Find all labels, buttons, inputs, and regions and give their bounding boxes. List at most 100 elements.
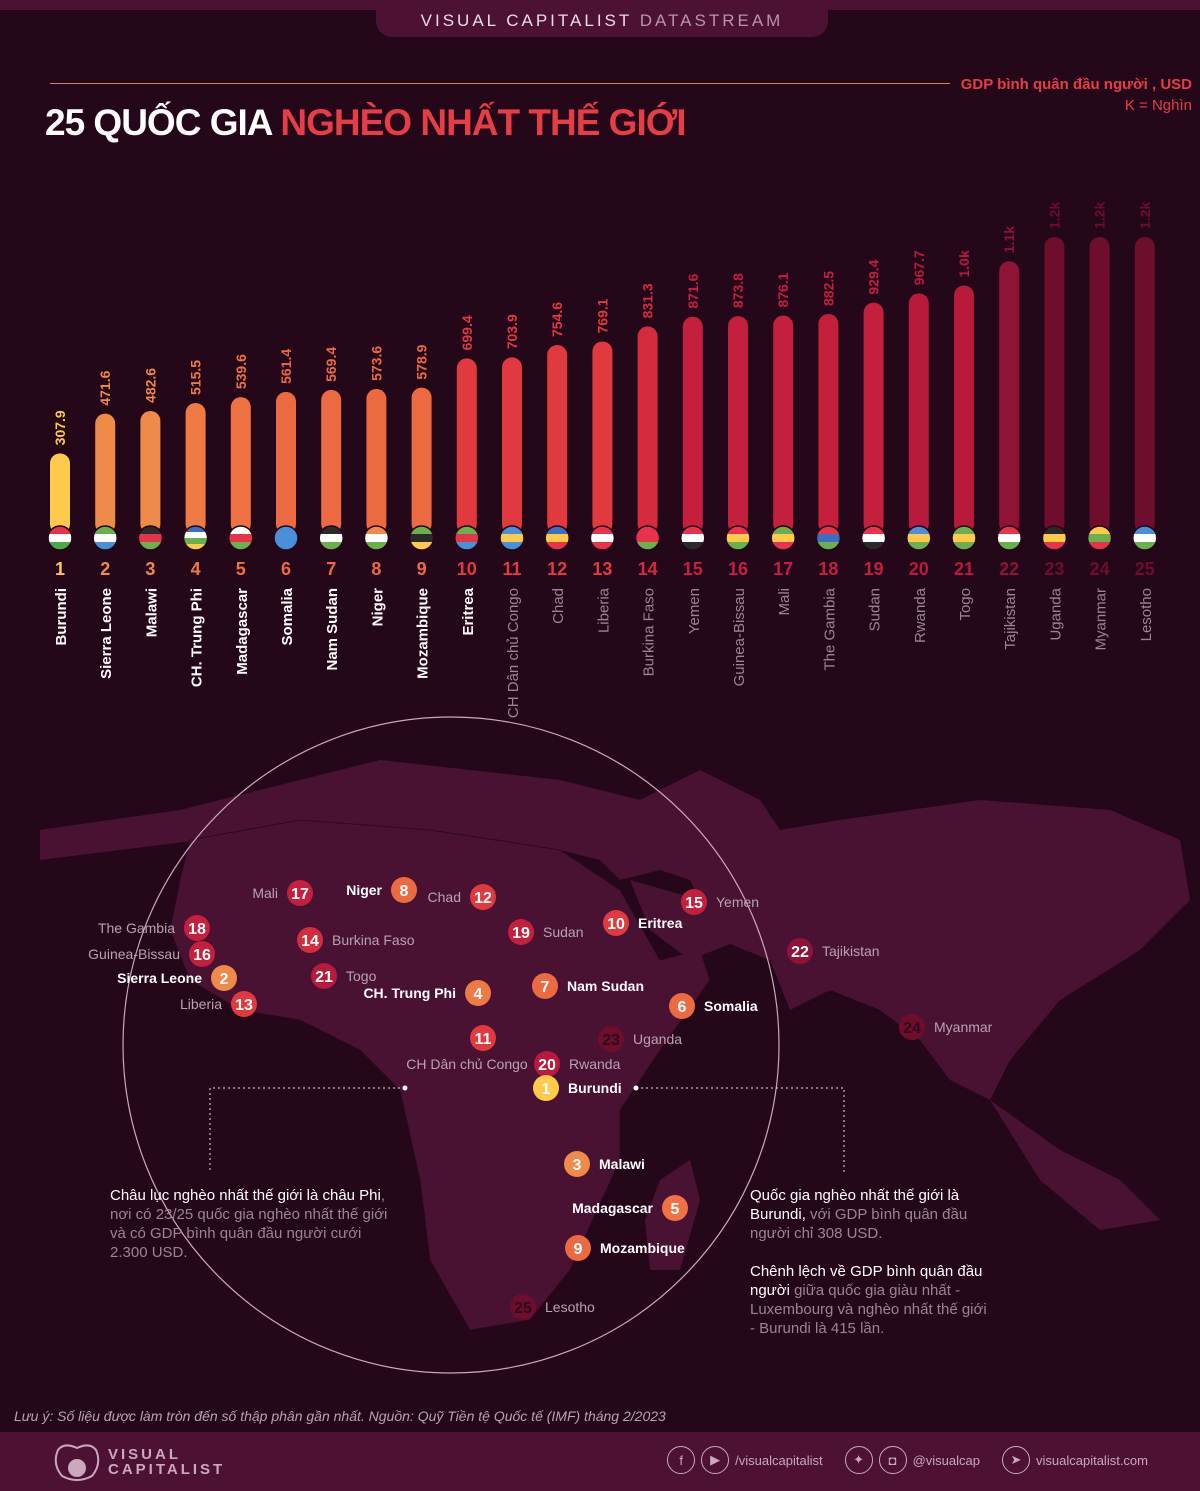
map-marker[interactable]: 20 Rwanda [534,1051,621,1077]
map-marker[interactable]: 22 Tajikistan [787,938,880,964]
cursor-icon[interactable]: ➤ [1002,1446,1030,1474]
map-marker[interactable]: 19 Sudan [508,919,583,945]
value-label: 1.0k [956,250,972,277]
bar [908,293,929,534]
country-label: Yemen [686,588,703,634]
marker-label: Rwanda [569,1056,621,1072]
marker-label: CH Dân chủ Congo [406,1056,528,1072]
rank-label: 16 [728,559,748,579]
bar [456,358,477,534]
flag-icon [500,526,524,550]
marker-label: Nam Sudan [567,978,644,994]
rank-label: 15 [683,559,703,579]
marker-rank: 18 [188,921,206,938]
map-marker[interactable]: 21 Togo [311,963,377,989]
map-marker[interactable]: 17 Mali [252,880,313,906]
bar [1134,237,1155,534]
logo-line1: VISUAL [108,1446,182,1463]
callout-right1-rest: với GDP bình quân đầu người chỉ 308 USD. [750,1206,968,1242]
title-part2: NGHÈO NHẤT THẾ GIỚI [280,102,686,143]
map-marker[interactable]: 16 Guinea-Bissau [88,941,215,967]
map-marker[interactable]: 25 Lesotho [510,1294,595,1320]
map-marker[interactable]: 1 Burundi [533,1075,622,1101]
country-label: Sierra Leone [98,588,115,679]
flag-icon [545,526,570,550]
map-marker[interactable]: 13 Liberia [180,991,257,1017]
bar [502,357,522,534]
map-marker[interactable]: 8 Niger [346,877,417,903]
callout-right-1: Quốc gia nghèo nhất thế giới là Burundi,… [750,1186,990,1243]
map-marker[interactable]: 23 Uganda [598,1026,682,1052]
rank-label: 23 [1044,559,1064,579]
marker-circle [189,941,215,967]
bar [728,316,748,534]
value-label: 515.5 [188,360,204,395]
marker-circle [603,910,629,936]
callout-right-2: Chênh lệch về GDP bình quân đầu người gi… [750,1262,990,1338]
country-label: Lesotho [1138,588,1155,641]
flag-icon [590,526,615,550]
map-marker[interactable]: 2 Sierra Leone [117,965,237,991]
marker-circle [470,1025,496,1051]
rank-label: 10 [457,559,477,579]
country-label: The Gambia [821,587,838,670]
marker-rank: 17 [291,886,309,903]
flag-icon [93,526,118,550]
map-marker[interactable]: 24 Myanmar [899,1014,993,1040]
marker-rank: 24 [903,1020,921,1037]
map-marker[interactable]: 5 Madagascar [572,1195,688,1221]
bar-group: 1.1k 22 Tajikistan [996,226,1022,650]
bar-group: 703.9 11 CH Dân chủ Congo [499,314,525,718]
marker-circle [184,915,210,941]
marker-label: Sudan [543,924,583,940]
map-marker[interactable]: 15 Yemen [681,889,759,915]
value-label: 1.2k [1137,202,1153,229]
bar-group: 573.6 8 Niger [363,346,390,626]
map-marker[interactable]: 6 Somalia [669,993,758,1019]
marker-rank: 25 [514,1300,532,1317]
visual-capitalist-logo[interactable]: VISUAL CAPITALIST [52,1442,225,1482]
callout-dot [402,1085,408,1091]
source-note: Lưu ý: Số liệu được làm tròn đến số thập… [14,1408,666,1424]
callout-line-left [209,1087,405,1172]
map-marker[interactable]: 9 Mozambique [565,1235,685,1261]
country-label: Guinea-Bissau [731,588,748,686]
bar [95,413,116,534]
bar [411,387,432,534]
twitter-icon[interactable]: ✦ [844,1446,873,1474]
bar [1089,237,1110,534]
map-marker[interactable]: 4 CH. Trung Phi [363,980,491,1006]
map-marker[interactable]: 7 Nam Sudan [532,973,644,999]
marker-label: Malawi [599,1156,645,1172]
callout-left-strong: Châu lục nghèo nhất thế giới là châu Phi [110,1187,381,1204]
map-focus-circle [122,716,780,1374]
map-marker[interactable]: 18 The Gambia [98,915,210,941]
marker-rank: 22 [791,944,809,961]
flag-icon [454,526,479,550]
bar-group: 561.4 6 Somalia [273,349,299,646]
bar [276,391,296,534]
bar [185,402,206,534]
map-marker[interactable]: 12 Chad [428,884,496,910]
map-marker[interactable]: 14 Burkina Faso [297,927,415,953]
country-label: Myanmar [1093,588,1110,651]
facebook-icon[interactable]: f [667,1446,696,1474]
map-marker[interactable]: 11 CH Dân chủ Congo [406,1025,528,1072]
map-marker[interactable]: 10 Eritrea [603,910,683,936]
instagram-icon[interactable]: ◘ [878,1446,907,1474]
marker-rank: 13 [235,997,253,1014]
facebook-youtube-handle[interactable]: /visualcapitalist [735,1452,823,1468]
rank-label: 5 [236,559,246,579]
marker-label: Burundi [568,1080,622,1096]
eurasia-landmass [40,760,1190,1100]
website-link[interactable]: visualcapitalist.com [1036,1452,1148,1468]
map-marker[interactable]: 3 Malawi [564,1151,645,1177]
bar-group: 578.9 9 Mozambique [408,344,435,679]
rank-label: 2 [100,559,110,579]
youtube-icon[interactable]: ▶ [701,1446,730,1474]
value-label: 699.4 [459,315,475,350]
bar [547,345,568,534]
country-label: CH Dân chủ Congo [505,588,522,718]
twitter-instagram-handle[interactable]: @visualcap [912,1452,980,1468]
bar [1044,237,1065,534]
